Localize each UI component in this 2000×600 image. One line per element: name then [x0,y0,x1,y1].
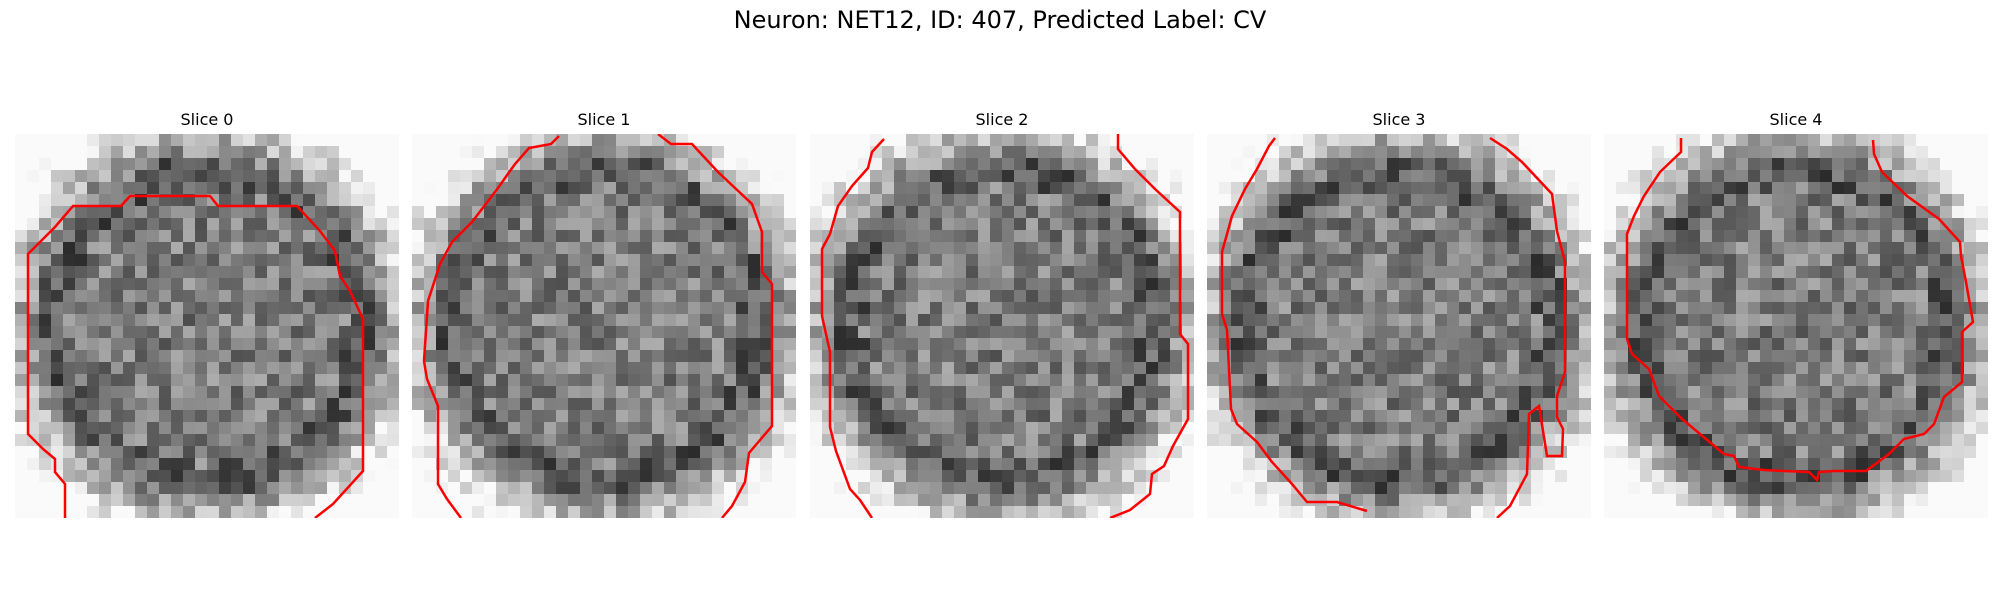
slice-image [810,134,1194,518]
contour-line [1489,136,1567,518]
figure-title: Neuron: NET12, ID: 407, Predicted Label:… [733,6,1267,34]
contour-line [1109,134,1190,518]
slice-image [1604,134,1988,518]
contour-line [422,135,560,518]
contour-line [820,138,885,518]
slice-title: Slice 4 [1769,110,1823,129]
slice-image [15,134,399,518]
contour-line [1625,138,1975,483]
contour-line [1220,137,1368,513]
contour-line [657,134,774,518]
contour-line [26,194,365,518]
slice-title: Slice 1 [577,110,631,129]
slice-image [1207,134,1591,518]
slice-title: Slice 2 [975,110,1029,129]
slice-image [412,134,796,518]
slice-title: Slice 0 [180,110,234,129]
slice-title: Slice 3 [1372,110,1426,129]
